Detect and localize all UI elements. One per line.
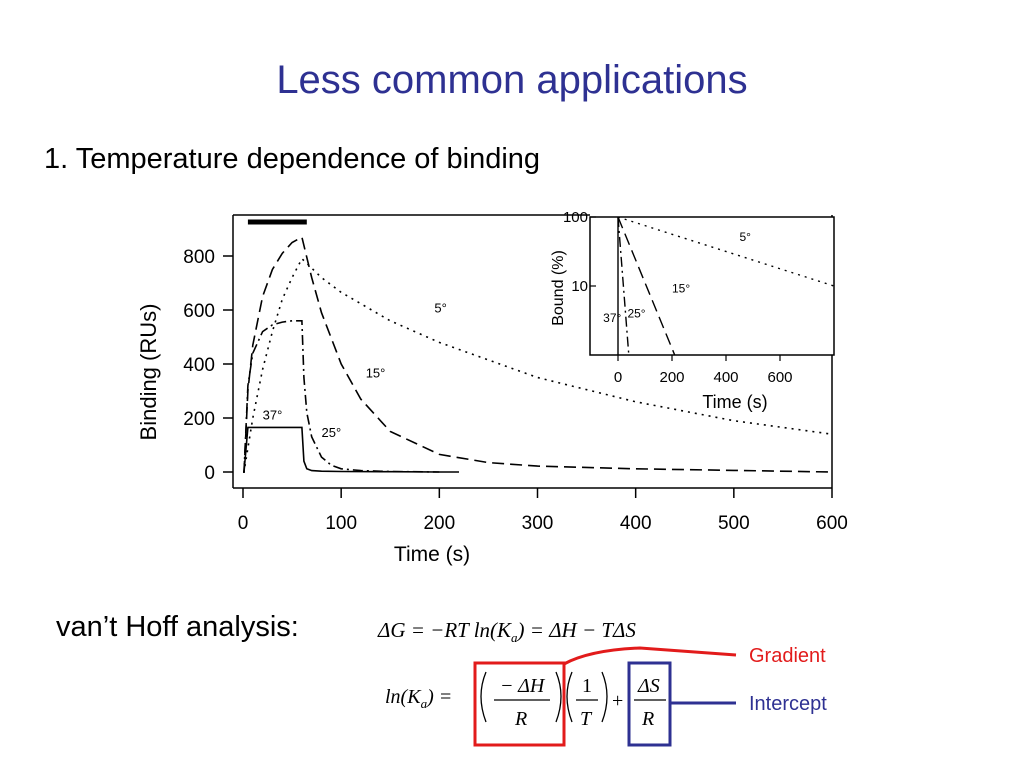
equation-free-energy: ΔG = −RT ln(Ka) = ΔH − TΔS: [377, 618, 636, 645]
inset-series-line-2: [617, 217, 676, 355]
x-tick-label: 300: [522, 513, 554, 534]
y-tick-label: 400: [183, 355, 215, 376]
gradient-connector: [563, 646, 737, 666]
inset-frame: [589, 216, 835, 356]
x-axis-label: Time (s): [394, 543, 470, 566]
inset-x-tick-label: 600: [767, 369, 792, 386]
inset-series-annotation: 5°: [740, 230, 752, 244]
x-tick-label: 400: [620, 513, 652, 534]
y-tick-label: 0: [204, 463, 215, 484]
x-tick-label: 600: [816, 513, 848, 534]
inset-series-line-3: [617, 217, 834, 287]
slide-subtitle: 1. Temperature dependence of binding: [44, 143, 541, 175]
inset-series-annotation: 37°: [603, 311, 621, 325]
series-annotation: 37°: [263, 407, 283, 422]
inset-series-line-1: [617, 217, 630, 355]
y-axis-label: Binding (RUs): [136, 304, 161, 441]
inset-x-tick-label: 200: [659, 369, 684, 386]
y-tick-label: 800: [183, 247, 215, 268]
frac1-den: R: [514, 708, 527, 730]
inset-series-annotation: 15°: [672, 282, 690, 296]
x-tick-label: 500: [718, 513, 750, 534]
inset-y-tick-label: 10: [571, 278, 588, 295]
equation-vanthoff-lhs: ln(Ka) =: [385, 686, 452, 711]
paren-left-1: [480, 671, 487, 723]
frac3-num: ΔS: [637, 675, 660, 697]
paren-left-2: [566, 671, 573, 723]
series-annotation: 25°: [322, 425, 342, 440]
y-tick-label: 600: [183, 301, 215, 322]
frac2-num: 1: [582, 675, 592, 697]
frac3-den: R: [641, 708, 654, 730]
series-annotation: 15°: [366, 366, 386, 381]
gradient-label: Gradient: [749, 645, 826, 667]
x-tick-label: 200: [423, 513, 455, 534]
paren-right-1: [555, 671, 562, 723]
slide-title: Less common applications: [276, 58, 748, 102]
vanthoff-label: van’t Hoff analysis:: [56, 611, 299, 643]
series-line-3: [243, 257, 833, 473]
frac1-num: − ΔH: [500, 675, 546, 697]
gradient-box: [473, 661, 566, 747]
inset-series-annotation: 25°: [627, 306, 645, 320]
inset-y-tick-label: 100: [563, 209, 588, 226]
intercept-label: Intercept: [749, 693, 827, 715]
frac2-den: T: [580, 708, 593, 730]
x-tick-label: 100: [325, 513, 357, 534]
inset-x-tick-label: 400: [713, 369, 738, 386]
plus-sign: +: [612, 690, 623, 712]
series-line-2: [243, 235, 833, 473]
inset-x-axis-label: Time (s): [702, 392, 767, 412]
paren-right-2: [601, 671, 608, 723]
series-annotation: 5°: [434, 301, 446, 316]
inset-x-tick-label: 0: [614, 369, 622, 386]
x-tick-label: 0: [238, 513, 249, 534]
y-tick-label: 200: [183, 409, 215, 430]
inset-y-axis-label: Bound (%): [550, 250, 567, 326]
